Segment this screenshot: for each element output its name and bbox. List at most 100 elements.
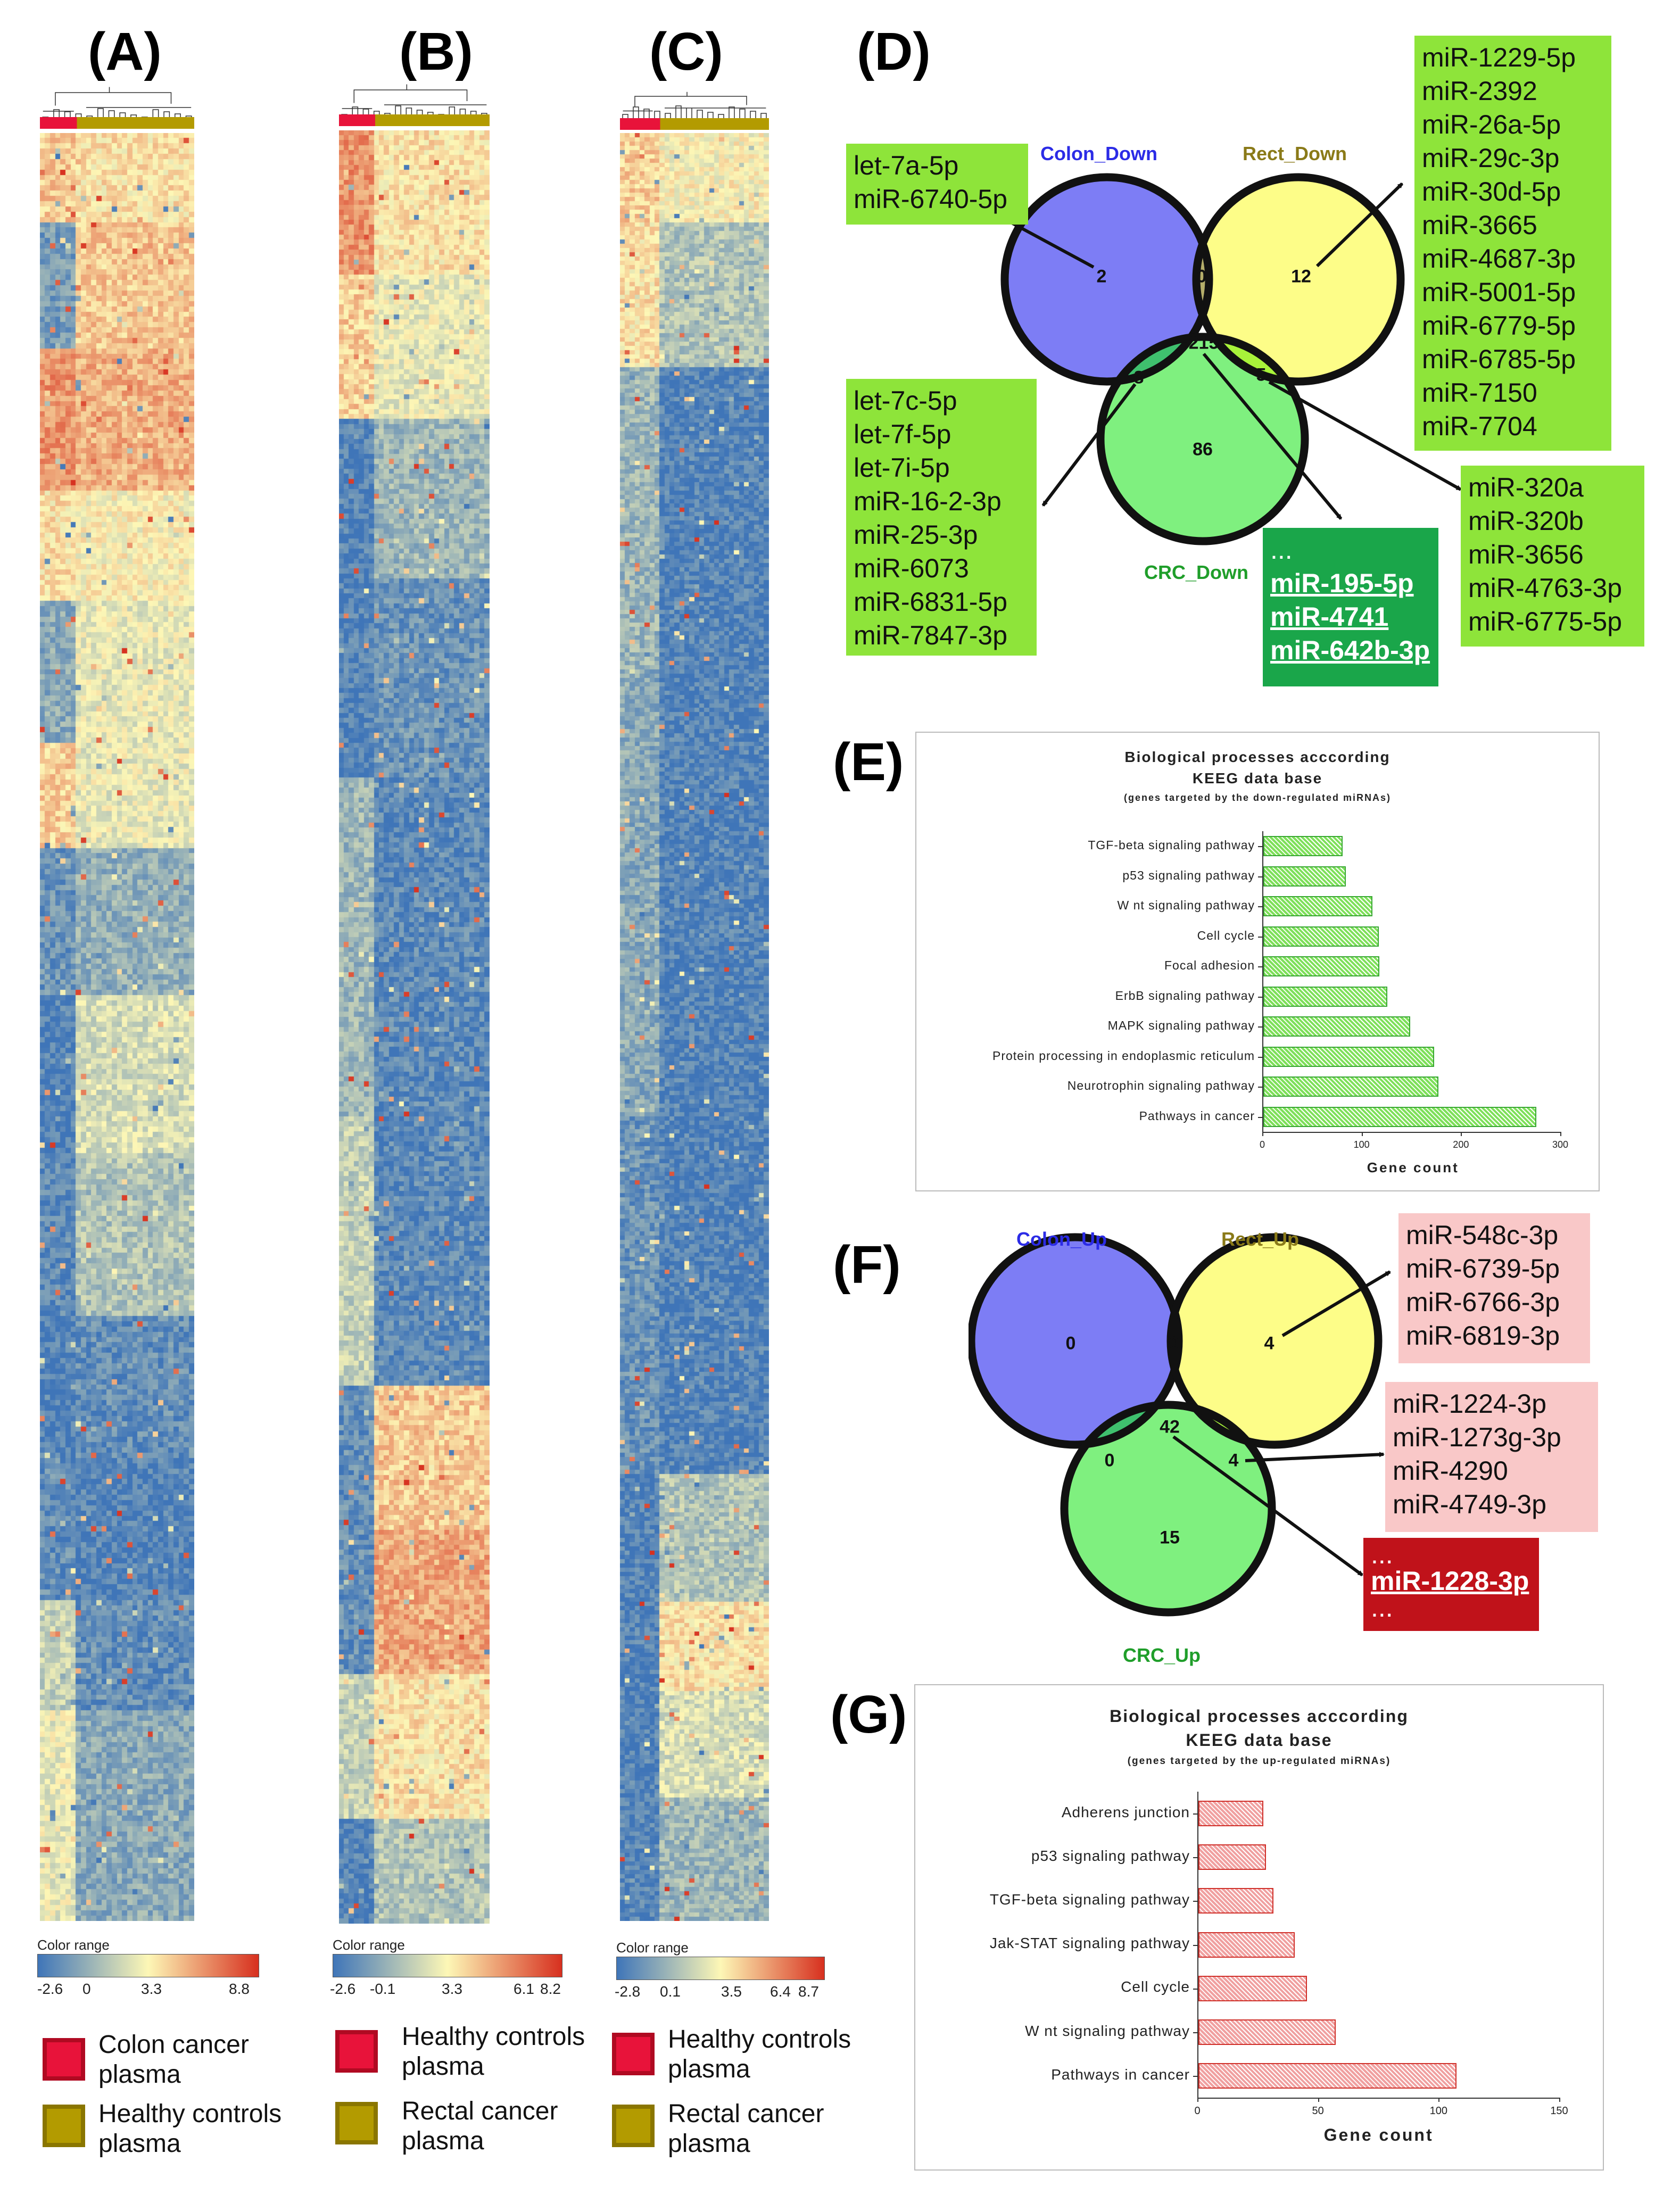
mirna-item: miR-6831-5p [854,587,1008,617]
category-label: Jak-STAT signaling pathway [989,1935,1190,1952]
color-range-title-a: Color range [37,1937,110,1953]
venn-count-colon-crc-down: 8 [1133,367,1144,388]
y-tick [1258,966,1262,968]
mirna-item: miR-6785-5p [1422,344,1576,374]
mirna-item: miR-1273g-3p [1393,1422,1561,1452]
category-label: Adherens junction [1061,1803,1190,1820]
venn-label-colon-down: Colon_Down [1040,143,1157,164]
mirna-item: miR-7847-3p [854,620,1008,650]
heatmap-c [620,133,769,1921]
tick: 3.3 [141,1981,162,1997]
legend-label-a-2: Healthy controls plasma [98,2100,282,2158]
color-range-bar-b [333,1954,562,1977]
y-tick [1258,1087,1262,1088]
y-tick [1258,1116,1262,1118]
legend-label-b-1: Healthy controls plasma [402,2023,585,2081]
ellipsis: ... [1371,1593,1393,1622]
mirna-item: let-7f-5p [854,419,951,449]
x-tick [1197,2098,1198,2102]
bar [1198,1888,1273,1914]
y-tick [1258,846,1262,848]
group-bar-b [339,114,490,126]
tick: 8.7 [798,1983,819,2000]
y-tick [1193,2032,1197,2033]
mirna-item: miR-7704 [1422,411,1537,441]
dendrogram-c [622,92,767,119]
mirna-item: miR-4687-3p [1422,244,1576,274]
tick: 3.3 [442,1981,462,1997]
bar [1263,1046,1435,1067]
x-tick-label: 50 [1312,2105,1324,2117]
y-axis-line [1197,1792,1198,2098]
bar-chart-up: Biological processes acccording KEEG dat… [914,1684,1604,2171]
mirna-box-all-down: ... miR-195-5p miR-4741 miR-642b-3p ... [1263,528,1438,699]
mirna-box-rect-only-up: miR-548c-3p miR-6739-5p miR-6766-3p miR-681… [1398,1213,1590,1363]
panel-label-c: (C) [649,22,723,81]
tick: 6.4 [770,1983,791,2000]
x-tick-label: 150 [1550,2105,1568,2117]
x-tick-label: 0 [1259,1139,1265,1150]
category-label: ErbB signaling pathway [1115,988,1255,1003]
venn-circle-crc-down [1100,337,1305,541]
category-label: Focal adhesion [1164,958,1255,973]
panel-label-a: (A) [88,22,162,81]
legend-swatch-red-c [612,2033,655,2075]
mirna-box-all-up: ... miR-1228-3p ... [1363,1538,1539,1631]
mirna-item: miR-6779-5p [1422,311,1576,341]
mirna-item: miR-3665 [1422,210,1537,240]
bar [1198,1844,1266,1870]
venn-circle-crc-up [1064,1405,1272,1612]
tick: 8.2 [540,1981,561,1997]
ellipsis: ... [1371,1539,1393,1569]
ellipsis: ... [1270,535,1293,565]
mirna-item: miR-548c-3p [1406,1220,1559,1250]
x-tick [1361,1132,1363,1136]
bar [1198,1932,1295,1958]
category-label: p53 signaling pathway [1122,868,1255,882]
bar [1263,1016,1411,1037]
heatmap-b [339,130,490,1924]
venn-label-colon-up: Colon_Up [1016,1228,1107,1250]
y-tick [1193,2075,1197,2077]
panel-label-b: (B) [399,22,473,81]
venn-count-colon-rect-up: 0 [1169,1333,1179,1354]
bar-chart-down: Biological processes acccording KEEG dat… [915,732,1600,1191]
legend-swatch-red-b [335,2030,378,2073]
category-label: TGF-beta signaling pathway [989,1891,1190,1908]
x-tick [1318,2098,1319,2102]
mirna-item: miR-30d-5p [1422,177,1561,206]
venn-count-rect-crc-down: 5 [1256,365,1267,385]
x-tick-label: 300 [1552,1139,1569,1150]
x-tick [1560,1132,1561,1136]
tick: 6.1 [514,1981,534,1997]
panel-label-f: (F) [833,1235,901,1295]
group-bar-a [40,117,194,129]
chart-title: Biological processes acccording [1110,1707,1409,1726]
category-label: W nt signaling pathway [1117,898,1255,913]
x-axis-label: Gene count [1367,1160,1459,1175]
chart-note: (genes targeted by the up-regulated miRN… [1127,1755,1391,1767]
bar [1263,1106,1537,1127]
color-range-bar-a [37,1954,259,1977]
chart-subtitle: KEEG data base [1186,1730,1333,1750]
venn-label-crc-down: CRC_Down [1144,561,1248,583]
mirna-item: miR-25-3p [854,520,978,550]
bar [1198,1975,1307,2001]
color-range-bar-c [616,1957,825,1980]
venn-count-colon-only-up: 0 [1065,1333,1076,1354]
legend-label-c-2: Rectal cancer plasma [668,2100,824,2158]
group-bar-c [620,118,769,130]
venn-count-all-up: 42 [1160,1417,1180,1437]
venn-count-rect-only-down: 12 [1291,266,1311,287]
mirna-item: miR-320a [1468,473,1584,502]
category-label: W nt signaling pathway [1025,2022,1190,2039]
mirna-item: miR-6819-3p [1406,1321,1560,1351]
mirna-item: miR-7150 [1422,378,1537,408]
chart-title: Biological processes acccording [1124,749,1391,765]
y-tick [1258,936,1262,938]
x-axis-line [1262,1132,1560,1133]
venn-diagram-down [1000,173,1405,545]
mirna-item: let-7a-5p [854,151,959,180]
category-label: Cell cycle [1197,928,1255,942]
x-tick-label: 100 [1429,2105,1448,2117]
